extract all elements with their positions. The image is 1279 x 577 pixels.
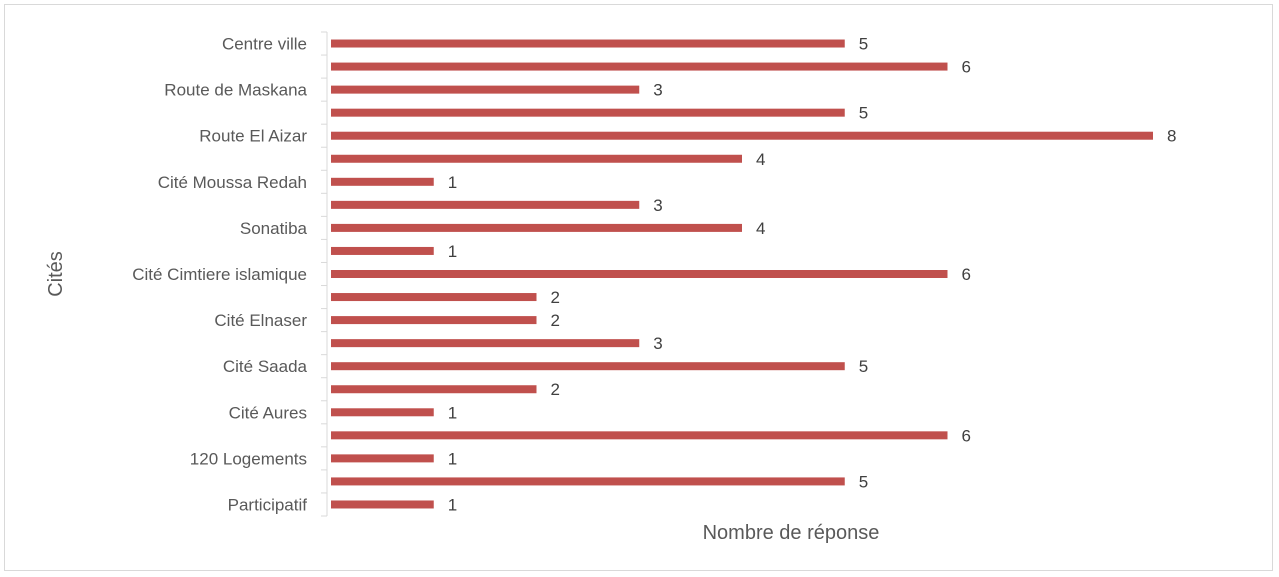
bar — [331, 339, 640, 348]
bar — [331, 362, 845, 371]
data-label: 3 — [653, 196, 662, 215]
data-label: 8 — [1167, 127, 1176, 146]
bar — [331, 39, 845, 48]
category-label: Cité Saada — [223, 357, 308, 376]
data-label: 5 — [859, 357, 868, 376]
data-label: 4 — [756, 150, 765, 169]
data-label: 5 — [859, 35, 868, 54]
data-label: 1 — [448, 403, 457, 422]
bar — [331, 477, 845, 486]
data-label: 1 — [448, 242, 457, 261]
category-label: Cité Moussa Redah — [158, 173, 307, 192]
category-label: Sonatiba — [240, 219, 308, 238]
bar — [331, 108, 845, 117]
category-label: Cité Cimtiere islamique — [132, 265, 307, 284]
bars — [331, 39, 1153, 509]
bar — [331, 293, 537, 302]
category-label: Participatif — [228, 495, 308, 514]
bar — [331, 385, 537, 394]
bar — [331, 223, 742, 232]
data-label: 6 — [962, 58, 971, 77]
bar — [331, 454, 434, 463]
bar — [331, 246, 434, 255]
bar — [331, 177, 434, 186]
data-label: 5 — [859, 104, 868, 123]
category-label: 120 Logements — [190, 449, 307, 468]
bar-chart: Centre ville Route de Maskana Route El Aiz… — [45, 31, 1177, 544]
bar — [331, 431, 948, 440]
bar — [331, 500, 434, 509]
category-label: Cité Aures — [229, 403, 307, 422]
bar — [331, 62, 948, 71]
category-label: Route El Aizar — [199, 127, 307, 146]
data-label: 4 — [756, 219, 765, 238]
data-label: 6 — [962, 426, 971, 445]
data-label: 5 — [859, 472, 868, 491]
x-axis-title: Nombre de réponse — [703, 522, 880, 544]
bar — [331, 408, 434, 417]
data-label: 2 — [551, 288, 560, 307]
bar — [331, 85, 640, 94]
bar — [331, 200, 640, 209]
data-label: 1 — [448, 173, 457, 192]
y-axis-title: Cités — [45, 251, 67, 297]
data-label: 1 — [448, 495, 457, 514]
data-label: 3 — [653, 81, 662, 100]
bar — [331, 154, 742, 163]
category-label: Route de Maskana — [164, 81, 307, 100]
data-label: 6 — [962, 265, 971, 284]
category-label: Centre ville — [222, 35, 307, 54]
data-label: 1 — [448, 449, 457, 468]
chart-frame: Centre ville Route de Maskana Route El Aiz… — [4, 4, 1273, 571]
bar — [331, 316, 537, 325]
data-label: 2 — [551, 380, 560, 399]
data-label: 2 — [551, 311, 560, 330]
data-labels: 5 6 3 5 8 4 1 3 4 1 6 2 2 3 5 2 1 6 1 5 1 — [448, 35, 1177, 515]
bar — [331, 270, 948, 278]
y-axis-ticks — [321, 31, 327, 517]
category-label: Cité Elnaser — [214, 311, 307, 330]
data-label: 3 — [653, 334, 662, 353]
bar — [331, 131, 1153, 140]
category-labels: Centre ville Route de Maskana Route El Aiz… — [132, 35, 307, 515]
